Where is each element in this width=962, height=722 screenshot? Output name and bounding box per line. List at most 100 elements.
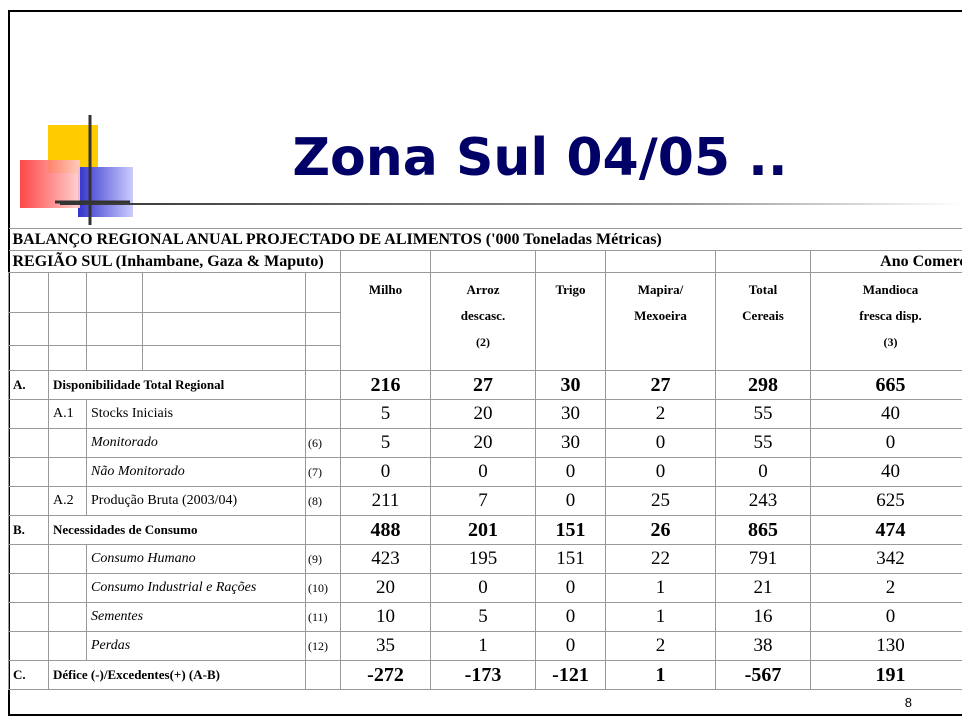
value-cell: 0 <box>536 603 606 632</box>
balance-table: BALANÇO REGIONAL ANUAL PROJECTADO DE ALI… <box>8 228 962 690</box>
value-cell: 243 <box>716 487 811 516</box>
value-cell: 25 <box>606 487 716 516</box>
empty-cell <box>49 574 87 603</box>
value-cell: 342 <box>811 545 962 574</box>
value-cell: 16 <box>716 603 811 632</box>
row-label: Monitorado <box>87 429 306 458</box>
row-code: B. <box>9 516 49 545</box>
empty-cell <box>306 346 341 371</box>
row-note: (8) <box>306 487 341 516</box>
value-cell: 151 <box>536 516 606 545</box>
header-line: Arroz <box>435 277 531 303</box>
value-cell: 201 <box>431 516 536 545</box>
value-cell: 2 <box>606 400 716 429</box>
data-row: C.Défice (-)/Excedentes(+) (A-B)-272-173… <box>9 661 962 690</box>
empty-cell <box>87 313 143 346</box>
value-cell: 0 <box>431 574 536 603</box>
header-note: (3) <box>815 329 962 355</box>
empty-cell <box>9 313 49 346</box>
empty-cell <box>9 273 49 313</box>
value-cell: 0 <box>606 458 716 487</box>
value-cell: 5 <box>341 400 431 429</box>
row-note: (10) <box>306 574 341 603</box>
value-cell: 1 <box>606 574 716 603</box>
value-cell: 488 <box>341 516 431 545</box>
value-cell: 474 <box>811 516 962 545</box>
data-row: A.Disponibilidade Total Regional21627302… <box>9 371 962 400</box>
value-cell: 2 <box>606 632 716 661</box>
empty-cell <box>606 251 716 273</box>
row-label: Sementes <box>87 603 306 632</box>
value-cell: 151 <box>536 545 606 574</box>
value-cell: 0 <box>341 458 431 487</box>
value-cell: 38 <box>716 632 811 661</box>
value-cell: 130 <box>811 632 962 661</box>
header-line: Mandioca <box>815 277 962 303</box>
value-cell: 7 <box>431 487 536 516</box>
empty-cell <box>49 313 87 346</box>
empty-cell <box>341 251 431 273</box>
region-row: REGIÃO SUL (Inhambane, Gaza & Maputo)Ano… <box>9 251 962 273</box>
row-note: (7) <box>306 458 341 487</box>
row-note: (12) <box>306 632 341 661</box>
row-label: Consumo Humano <box>87 545 306 574</box>
value-cell: 0 <box>716 458 811 487</box>
row-code: C. <box>9 661 49 690</box>
value-cell: 0 <box>536 632 606 661</box>
value-cell: -567 <box>716 661 811 690</box>
empty-cell <box>49 346 87 371</box>
empty-cell <box>9 400 49 429</box>
empty-cell <box>716 251 811 273</box>
slide: Zona Sul 04/05 .. BALANÇO REGIONAL ANUAL… <box>0 0 962 722</box>
row-label: Perdas <box>87 632 306 661</box>
value-cell: 30 <box>536 429 606 458</box>
value-cell: 216 <box>341 371 431 400</box>
row-label: Défice (-)/Excedentes(+) (A-B) <box>49 661 306 690</box>
empty-cell <box>9 429 49 458</box>
empty-cell <box>49 429 87 458</box>
header-line: Total <box>720 277 806 303</box>
value-cell: 2 <box>811 574 962 603</box>
slide-title: Zona Sul 04/05 .. <box>200 128 880 188</box>
empty-cell <box>49 273 87 313</box>
header-line: Cereais <box>720 303 806 329</box>
value-cell: -121 <box>536 661 606 690</box>
empty-cell <box>143 313 306 346</box>
empty-cell <box>431 251 536 273</box>
empty-cell <box>87 273 143 313</box>
value-cell: 423 <box>341 545 431 574</box>
empty-cell <box>9 574 49 603</box>
caption-row: BALANÇO REGIONAL ANUAL PROJECTADO DE ALI… <box>9 229 962 251</box>
data-row: Não Monitorado(7)0000040 <box>9 458 962 487</box>
value-cell: 20 <box>341 574 431 603</box>
empty-cell <box>49 603 87 632</box>
empty-cell <box>9 545 49 574</box>
value-cell: 191 <box>811 661 962 690</box>
empty-cell <box>306 400 341 429</box>
value-cell: 0 <box>536 458 606 487</box>
value-cell: 0 <box>811 429 962 458</box>
value-cell: 10 <box>341 603 431 632</box>
row-label: Stocks Iniciais <box>87 400 306 429</box>
header-line: Mexoeira <box>610 303 711 329</box>
row-note: (11) <box>306 603 341 632</box>
empty-cell <box>306 313 341 346</box>
value-cell: 298 <box>716 371 811 400</box>
row-note: (6) <box>306 429 341 458</box>
logo <box>20 115 160 225</box>
header-note: (2) <box>435 329 531 355</box>
value-cell: 5 <box>341 429 431 458</box>
empty-cell <box>143 346 306 371</box>
empty-cell <box>306 516 341 545</box>
value-cell: 1 <box>606 603 716 632</box>
empty-cell <box>49 458 87 487</box>
value-cell: -173 <box>431 661 536 690</box>
header-line: Milho <box>345 277 426 303</box>
